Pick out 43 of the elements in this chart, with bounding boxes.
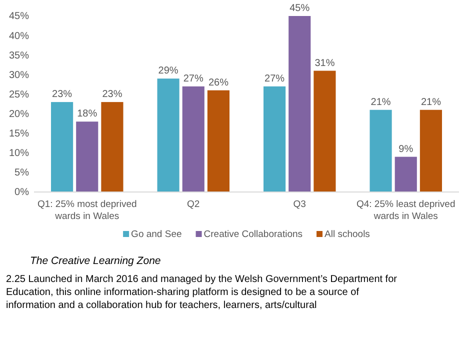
bar [157, 78, 180, 192]
text: 27% [264, 73, 285, 84]
text: The Creative Learning Zone [30, 255, 161, 267]
y-tick-label: 25% [8, 89, 30, 100]
x-tick-label: Q3 [293, 199, 306, 210]
text: 2.25 Launched in March 2016 and managed by the Welsh Government’s Department for Education, this online information-sharing platform is designed to be a source of information and a collaboration hub for teachers, learners, arts/cultural [6, 274, 398, 311]
bar [207, 90, 230, 192]
y-tick-label: 35% [8, 50, 30, 62]
bar [314, 70, 336, 192]
y-tick-label: 10% [8, 148, 30, 160]
bar [288, 16, 311, 192]
bar [264, 86, 286, 192]
y-tick-label: 15% [8, 128, 30, 140]
y-tick-label: 30% [8, 70, 30, 81]
text: 31% [314, 58, 335, 69]
text: 27% [183, 73, 204, 84]
text: 45% [290, 3, 310, 14]
x-tick-label: Q1: 25% most deprived wards in Wales [37, 199, 137, 222]
y-tick-label: 45% [8, 11, 30, 22]
bar [51, 102, 74, 192]
text: 18% [77, 108, 98, 120]
x-tick-label: Q4: 25% least deprived wards in Wales [356, 199, 456, 222]
text: 23% [52, 89, 72, 100]
text: 21% [420, 96, 441, 108]
legend-label: Go and See [131, 229, 182, 240]
bar [394, 156, 417, 192]
x-tick-label: Q2 [187, 199, 200, 210]
legend-label: Creative Collaborations [204, 229, 303, 240]
text: 29% [158, 66, 178, 77]
text: 9% [398, 144, 414, 155]
y-tick-label: 5% [14, 168, 30, 179]
legend-label: All schools [324, 229, 370, 240]
text: 26% [208, 77, 228, 88]
y-tick-label: 20% [8, 108, 30, 120]
y-tick-label: 0% [14, 187, 30, 198]
bar [101, 102, 124, 192]
text: 21% [370, 96, 391, 108]
bar [182, 86, 204, 192]
y-tick-label: 40% [8, 30, 30, 42]
bar [370, 110, 392, 192]
bar [420, 110, 442, 192]
bar [76, 122, 98, 192]
text: 23% [102, 89, 122, 100]
